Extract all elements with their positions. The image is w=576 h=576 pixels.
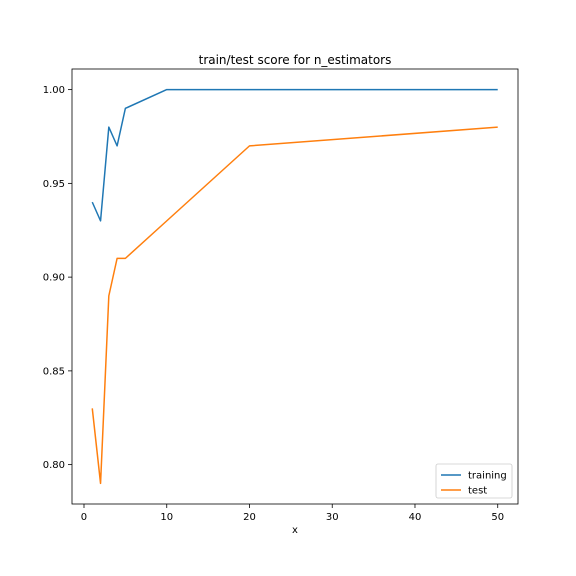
y-tick-label: 0.95	[43, 179, 65, 190]
x-tick-label: 30	[326, 512, 339, 523]
legend: training test	[435, 463, 513, 499]
x-tick-label: 20	[243, 512, 256, 523]
y-tick-label: 0.90	[43, 273, 65, 284]
x-tick-label: 10	[160, 512, 173, 523]
x-tick-label: 0	[81, 512, 87, 523]
legend-label-training: training	[468, 471, 507, 482]
series-layer	[91, 88, 498, 485]
y-tick-label: 1.00	[43, 85, 65, 96]
x-axis: 0 10 20 30 40 50	[81, 504, 504, 523]
x-tick-label: 50	[491, 512, 504, 523]
y-tick-label: 0.85	[43, 366, 65, 377]
x-tick-label: 40	[409, 512, 422, 523]
chart-title: train/test score for n_estimators	[199, 53, 392, 67]
y-axis: 0.80 0.85 0.90 0.95 1.00	[43, 85, 72, 471]
plot-area	[71, 68, 519, 505]
legend-label-test: test	[468, 486, 487, 497]
series-line-test	[91, 126, 498, 485]
x-axis-label: x	[292, 525, 298, 536]
series-line-training	[91, 88, 498, 222]
y-tick-label: 0.80	[43, 460, 65, 471]
